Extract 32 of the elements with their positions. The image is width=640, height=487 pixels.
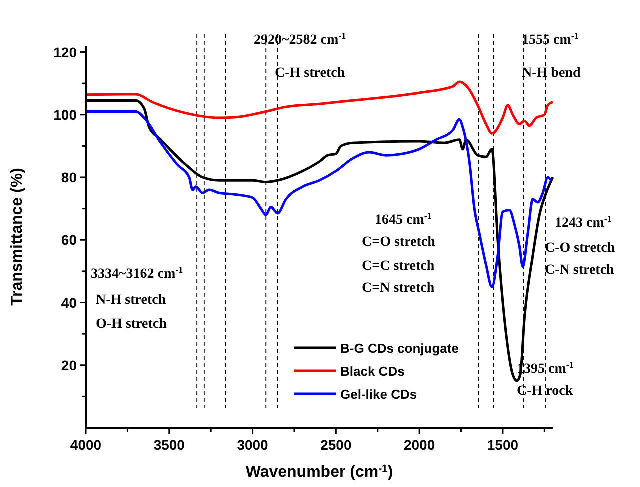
line-series — [84, 80, 554, 135]
y-tick-label: 100 — [54, 106, 78, 123]
y-axis-title: Transmittance (%) — [9, 168, 26, 306]
annotation: C-O stretch — [545, 241, 616, 256]
x-tick-label: 2000 — [404, 437, 436, 453]
y-tick-label: 40 — [61, 294, 78, 311]
y-tick-label: 20 — [61, 357, 78, 374]
annotation: C=N stretch — [362, 281, 435, 296]
annotation: C-N stretch — [545, 263, 615, 278]
x-tick-label: 4000 — [70, 437, 102, 453]
legend-label: Black CDs — [340, 364, 405, 379]
annotation: 3334~3162 cm$^{-1}$ — [91, 265, 184, 282]
annotation: C=C stretch — [362, 259, 435, 274]
text: 1243 cm$^{-1}$ — [555, 214, 612, 231]
x-tick-label: 3000 — [237, 437, 269, 453]
x-axis-title: Wavenumber (cm$^{-1}$) — [246, 464, 394, 481]
x-tick-label: 2500 — [320, 437, 352, 453]
x-tick-label: 3500 — [154, 437, 186, 453]
legend-label: Gel-like CDs — [340, 387, 418, 402]
annotation: O-H stretch — [96, 317, 168, 332]
annotation: C-H stretch — [275, 66, 346, 81]
annotation: 1555 cm$^{-1}$ — [522, 31, 580, 48]
y-tick-label: 80 — [61, 170, 78, 186]
annotation: C-H rock — [517, 384, 574, 399]
y-tick-label: 120 — [54, 44, 78, 60]
y-tick-label: 60 — [61, 232, 78, 248]
annotation: N-H stretch — [96, 293, 166, 308]
annotation: 1645 cm$^{-1}$ — [375, 211, 432, 228]
annotation: 2920~2582 cm$^{-1}$ — [254, 31, 347, 48]
legend-label: B-G CDs conjugate — [340, 341, 459, 356]
x-tick-label: 1500 — [487, 437, 519, 453]
annotation: C=O stretch — [362, 235, 436, 250]
